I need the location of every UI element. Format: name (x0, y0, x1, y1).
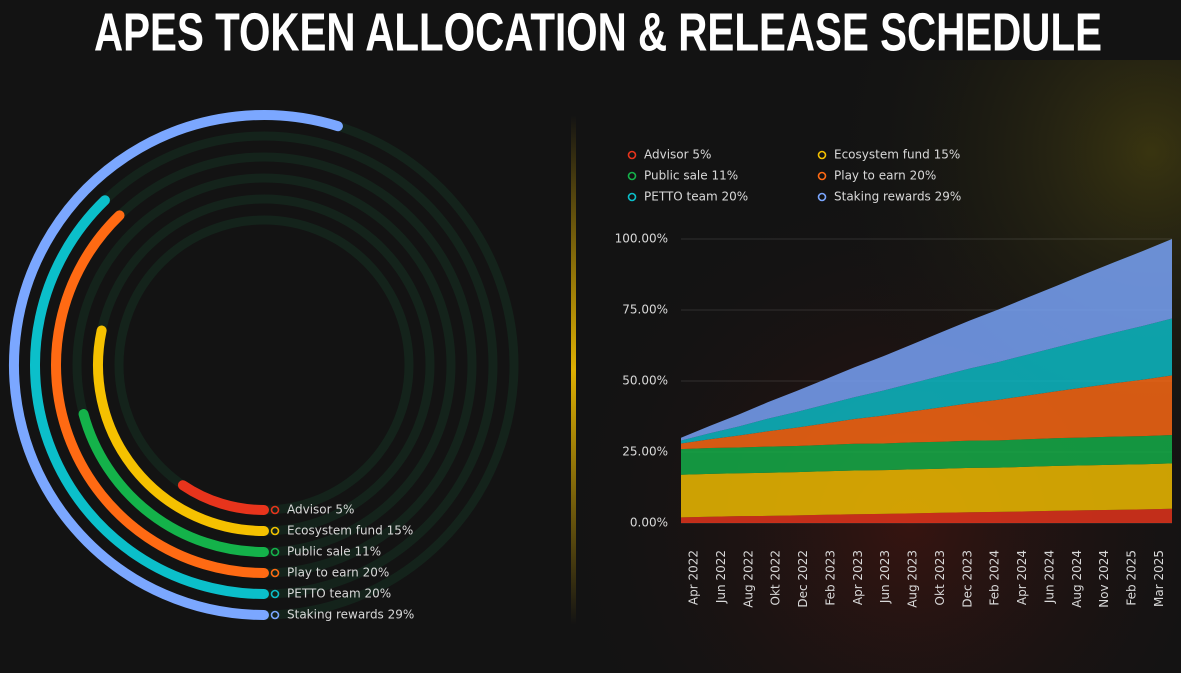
radial-bar (93, 325, 269, 536)
x-tick-label: Dec 2022 (796, 550, 810, 608)
legend-marker (270, 589, 280, 599)
legend-marker (270, 526, 280, 536)
area (681, 463, 1172, 518)
legend-label: Public sale 11% (287, 545, 381, 559)
radial-bar (177, 480, 269, 515)
y-tick-label: 50.00% (622, 374, 668, 388)
legend-label: Ecosystem fund 15% (287, 524, 413, 538)
legend-label: Play to earn 20% (834, 169, 936, 183)
page-title: APES TOKEN ALLOCATION & RELEASE SCHEDULE (94, 2, 1102, 62)
legend-label: Public sale 11% (644, 169, 738, 183)
x-tick-label: Apr 2022 (687, 550, 701, 605)
y-tick-label: 25.00% (622, 445, 668, 459)
x-tick-label: Apr 2024 (1015, 550, 1029, 605)
y-tick-label: 0.00% (630, 516, 668, 530)
legend-label: PETTO team 20% (644, 190, 748, 204)
x-tick-label: Aug 2024 (1070, 550, 1084, 608)
radial-bar (51, 210, 269, 578)
legend-marker (270, 568, 280, 578)
y-tick-label: 100.00% (615, 232, 668, 246)
legend-marker (270, 505, 280, 515)
legend-label: Staking rewards 29% (834, 190, 961, 204)
area (681, 508, 1172, 523)
legend-label: Ecosystem fund 15% (834, 148, 960, 162)
legend-label: PETTO team 20% (287, 587, 391, 601)
x-tick-label: Apr 2023 (851, 550, 865, 605)
area (681, 239, 1172, 441)
x-tick-label: Okt 2023 (933, 550, 947, 605)
separator (571, 115, 576, 625)
x-tick-label: Jun 2022 (714, 550, 728, 604)
legend-marker (817, 150, 827, 160)
radial-bar (78, 409, 269, 557)
x-tick-label: Mar 2025 (1152, 550, 1166, 607)
area (681, 318, 1172, 444)
x-tick-label: Feb 2024 (988, 550, 1002, 606)
legend-label: Play to earn 20% (287, 566, 389, 580)
legend-label: Advisor 5% (644, 148, 711, 162)
radial-bar (9, 110, 343, 620)
y-tick-label: 75.00% (622, 303, 668, 317)
x-tick-label: Jun 2023 (878, 550, 892, 604)
x-tick-label: Aug 2022 (741, 550, 755, 608)
legend-marker (627, 150, 637, 160)
area (681, 375, 1172, 450)
x-tick-label: Jun 2024 (1042, 550, 1056, 604)
legend-marker (817, 171, 827, 181)
legend-marker (270, 610, 280, 620)
x-tick-label: Feb 2023 (823, 550, 837, 606)
x-tick-label: Okt 2022 (769, 550, 783, 605)
legend-marker (627, 192, 637, 202)
legend-marker (817, 192, 827, 202)
x-tick-label: Aug 2023 (906, 550, 920, 608)
legend-marker (270, 547, 280, 557)
legend-marker (627, 171, 637, 181)
area (681, 434, 1172, 475)
radial-bar (30, 195, 269, 599)
x-tick-label: Nov 2024 (1097, 550, 1111, 608)
legend-label: Advisor 5% (287, 503, 354, 517)
x-tick-label: Dec 2023 (960, 550, 974, 608)
x-tick-label: Feb 2025 (1125, 550, 1139, 606)
legend-label: Staking rewards 29% (287, 608, 414, 622)
